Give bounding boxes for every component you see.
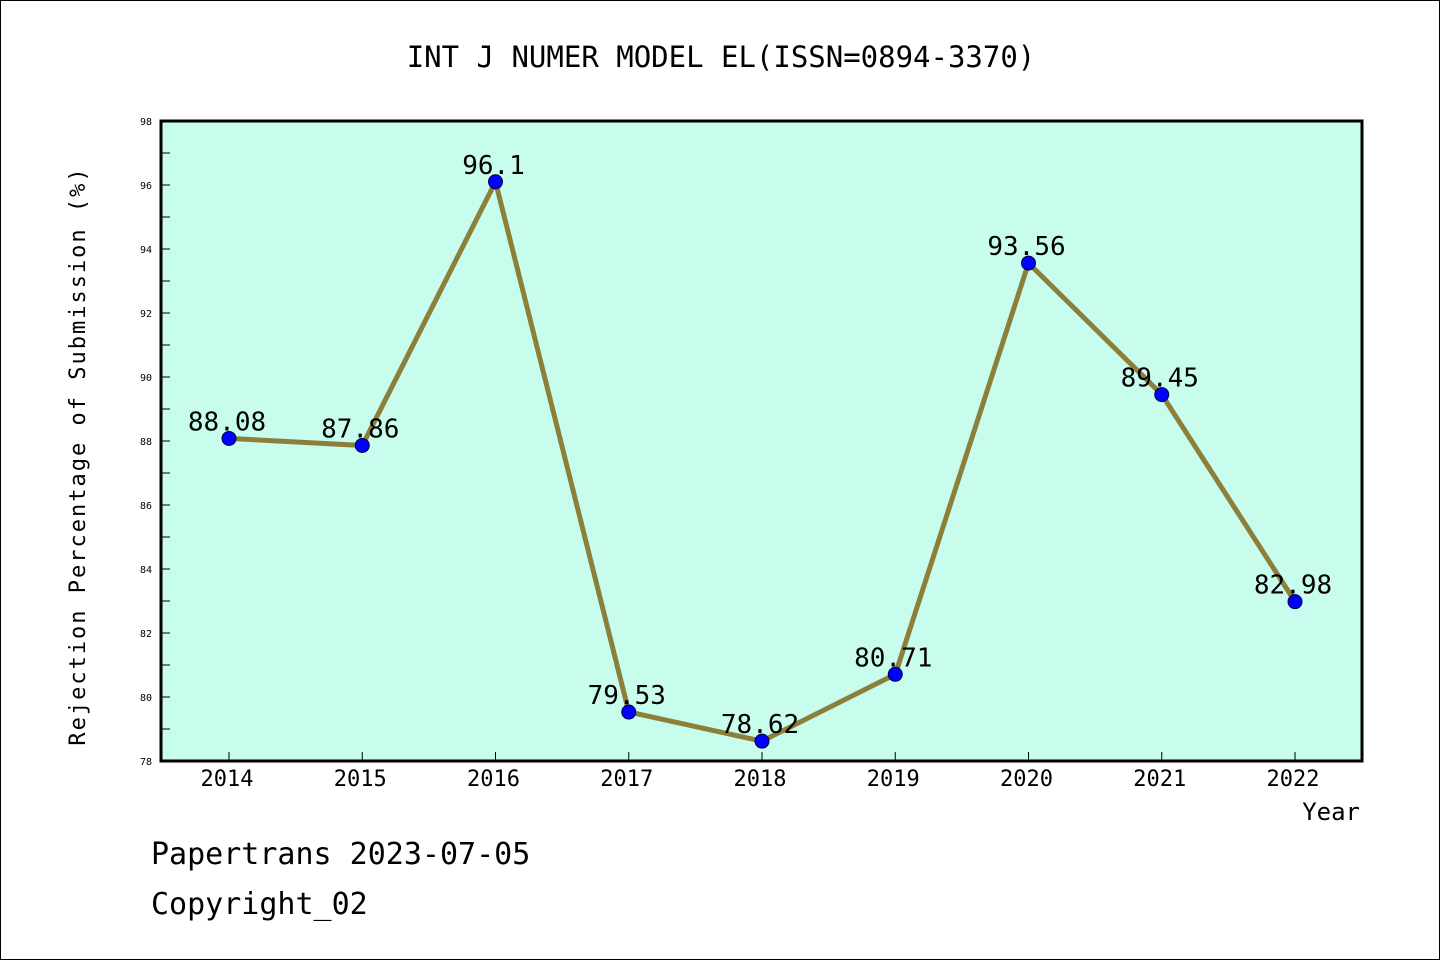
y-tick-label: 82 (140, 629, 152, 640)
data-label: 78.62 (721, 710, 799, 740)
data-point (1021, 255, 1036, 271)
x-tick-label: 2021 (1133, 767, 1186, 792)
data-label: 96.1 (462, 151, 525, 181)
footer-date: Papertrans 2023-07-05 (151, 837, 530, 872)
y-tick-label: 94 (140, 245, 152, 256)
y-axis-label: Rejection Percentage of Submission (%) (66, 166, 91, 745)
data-markers (221, 174, 1303, 749)
data-label: 87.86 (321, 414, 399, 444)
x-axis-label: Year (1302, 798, 1360, 826)
data-point (1154, 387, 1170, 403)
x-axis: 2014 2015 2016 2017 2018 2019 2020 2021 2022 (201, 752, 1320, 792)
y-tick-label: 90 (140, 373, 152, 384)
data-label: 82.98 (1254, 571, 1332, 601)
data-point (754, 733, 770, 749)
y-tick-label: 92 (140, 309, 152, 320)
data-point (887, 666, 903, 682)
x-tick-label: 2016 (467, 767, 520, 792)
data-point (1287, 594, 1303, 610)
data-point (221, 430, 237, 446)
data-label: 88.08 (188, 407, 266, 437)
data-point (488, 174, 503, 190)
footer-copyright: Copyright_02 (151, 887, 368, 922)
data-point (354, 437, 370, 453)
y-tick-label: 86 (140, 501, 152, 512)
x-tick-label: 2022 (1267, 767, 1320, 792)
data-labels: 88.08 87.86 96.1 79.53 78.62 80.71 93.56 89.45 8… (188, 151, 1332, 740)
data-label: 80.71 (854, 643, 932, 673)
y-tick-label: 98 (140, 117, 152, 128)
data-label: 79.53 (588, 681, 666, 711)
data-label: 89.45 (1121, 364, 1199, 394)
x-tick-label: 2015 (334, 767, 387, 792)
y-axis: 78 80 82 84 86 88 90 92 94 96 98 (140, 117, 170, 768)
y-tick-label: 96 (140, 181, 152, 192)
x-tick-label: 2019 (867, 767, 920, 792)
y-tick-label: 78 (140, 757, 152, 768)
y-tick-label: 84 (140, 565, 152, 576)
y-tick-label: 88 (140, 437, 152, 448)
chart-title: INT J NUMER MODEL EL(ISSN=0894-3370) (407, 40, 1036, 74)
y-tick-label: 80 (140, 693, 152, 704)
x-tick-label: 2018 (734, 767, 787, 792)
data-label: 93.56 (987, 232, 1065, 262)
data-point (621, 704, 637, 720)
x-tick-label: 2014 (201, 767, 254, 792)
x-tick-label: 2017 (600, 767, 653, 792)
x-tick-label: 2020 (1000, 767, 1053, 792)
